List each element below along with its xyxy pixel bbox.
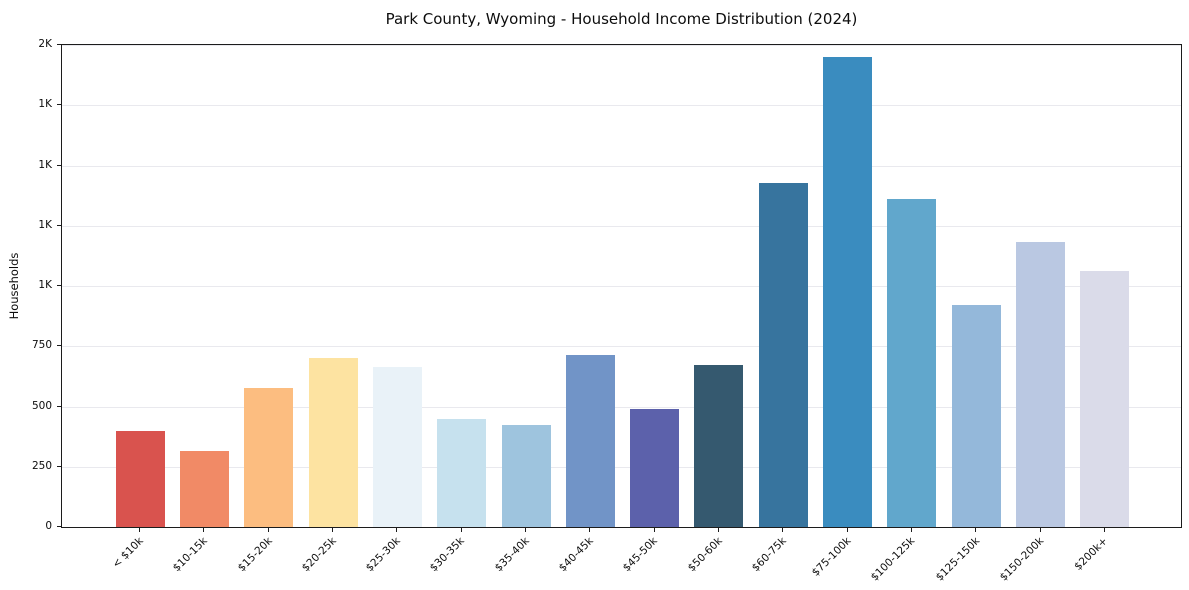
y-tick-label: 0 [45,520,52,532]
bar-$35-40k [501,424,551,527]
x-tick-label: $35-40k [492,535,532,575]
x-tick-mark [267,528,269,532]
x-tick-mark [1103,528,1105,532]
bar-$10-15k [179,451,229,527]
bar-$60-75k [758,183,808,527]
x-tick-label: $150-200k [997,535,1047,584]
x-tick-label: < $10k [110,535,146,571]
x-tick-mark [717,528,719,532]
x-tick-mark [1039,528,1041,532]
x-tick-label: $45-50k [621,535,661,575]
gridline [62,466,1181,468]
bar-$40-45k [565,354,615,527]
y-tick-mark [57,465,61,467]
y-tick-mark [57,104,61,106]
x-tick-label: $30-35k [428,535,468,575]
x-tick-label: $20-25k [299,535,339,575]
bar-$125-150k [951,304,1001,527]
y-tick-mark [57,526,61,527]
x-tick-mark [653,528,655,532]
bar-$50-60k [694,365,744,527]
x-tick-label: $100-125k [868,535,918,584]
x-tick-mark [525,528,527,532]
bar-$45-50k [630,409,680,527]
y-tick-mark [57,44,61,45]
y-tick-mark [57,285,61,286]
y-tick-mark [57,345,61,347]
gridline [62,406,1181,408]
gridline [62,165,1181,167]
bar-$100-125k [887,199,937,527]
y-tick-label: 1K [38,98,52,111]
bar-$75-100k [823,57,873,527]
y-tick-mark [57,164,61,166]
bar-< $10k [115,430,165,527]
bar-$150-200k [1016,241,1066,527]
x-tick-label: $15-20k [235,535,275,575]
y-tick-label: 750 [31,339,52,352]
bar-$200k+ [1080,270,1130,527]
y-tick-mark [57,224,61,226]
bar-$20-25k [308,358,358,527]
x-tick-label: $50-60k [685,535,725,575]
x-tick-mark [203,528,205,532]
y-tick-label: 1K [38,158,52,171]
x-tick-label: $200k+ [1072,535,1111,573]
x-tick-mark [910,528,912,532]
x-tick-mark [139,528,141,532]
x-tick-mark [332,528,334,532]
y-tick-mark [57,405,61,407]
gridline [62,45,1181,46]
x-tick-mark [460,528,462,532]
x-tick-label: $125-150k [933,535,982,584]
y-tick-label: 250 [31,459,52,472]
x-tick-label: $75-100k [809,535,854,579]
x-tick-label: $40-45k [556,535,596,575]
gridline [62,286,1181,287]
bar-$25-30k [372,366,422,527]
plot-area [61,44,1182,528]
x-tick-label: $10-15k [170,535,210,575]
bar-$30-35k [437,418,487,527]
y-tick-label: 1K [38,218,52,231]
gridline [62,346,1181,348]
gridline [62,225,1181,227]
x-tick-mark [975,528,977,532]
y-tick-label: 1K [38,279,52,291]
y-tick-label: 2K [38,38,52,50]
x-tick-mark [396,528,398,532]
x-tick-mark [589,528,591,532]
x-tick-mark [782,528,784,532]
x-tick-mark [846,528,848,532]
x-tick-label: $25-30k [363,535,403,575]
bar-$15-20k [244,388,294,527]
gridline [62,105,1181,107]
chart-title: Park County, Wyoming - Household Income … [385,10,858,28]
x-tick-label: $60-75k [749,535,789,575]
y-tick-label: 500 [31,399,52,412]
